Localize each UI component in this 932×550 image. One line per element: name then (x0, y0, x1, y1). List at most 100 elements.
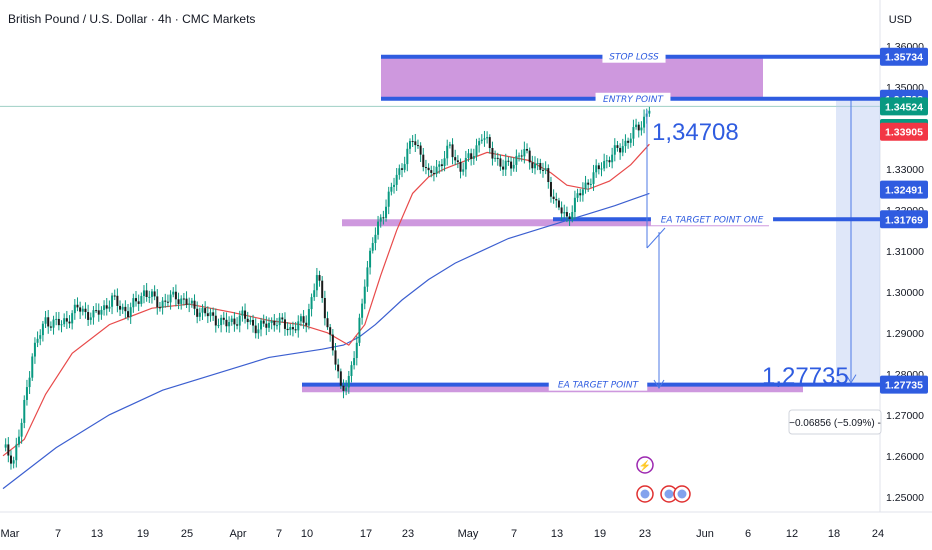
candle-body (291, 327, 294, 330)
candle-body (95, 310, 98, 312)
candle-body (89, 317, 92, 320)
price-tag-label: 1.32491 (885, 185, 923, 197)
x-tick-label: 25 (181, 528, 193, 540)
candle-body (182, 298, 185, 300)
x-tick-label: 13 (551, 528, 563, 540)
candle-body (350, 365, 353, 376)
candle-body (592, 172, 595, 184)
candle-body (265, 323, 268, 328)
candle-body (329, 327, 332, 335)
candle-body (36, 338, 39, 343)
level-label: EA TARGET POINT (558, 381, 640, 391)
candle-body (33, 342, 36, 357)
candle-body (382, 217, 385, 219)
candle-body (84, 308, 87, 313)
candle-body (345, 387, 348, 391)
x-tick-label: 24 (872, 528, 884, 540)
candle-body (416, 145, 419, 147)
candle-body (339, 371, 342, 386)
level-label-bg (595, 92, 671, 105)
candle-body (135, 298, 137, 302)
x-tick-label: Apr (229, 528, 246, 540)
candle-body (603, 161, 606, 169)
price-tag (880, 47, 928, 66)
candle-body (565, 212, 568, 217)
candle-body (103, 305, 106, 310)
candle-body (544, 168, 547, 171)
candle-body (150, 291, 153, 297)
candle-body (448, 144, 451, 146)
candle-body (236, 324, 239, 326)
level-label: STOP LOSS (609, 53, 659, 63)
candle-body (305, 322, 308, 326)
candle-body (299, 316, 302, 322)
x-tick-label: Mar (1, 528, 20, 540)
candle-body (385, 206, 388, 218)
candle-body (44, 317, 47, 324)
candle-body (507, 160, 510, 162)
candle-body (65, 318, 68, 322)
candle-body (435, 166, 438, 174)
candle-body (73, 304, 76, 314)
candle-body (129, 307, 132, 318)
candle-body (398, 168, 401, 175)
candle-body (579, 193, 582, 196)
candle-body (419, 145, 422, 155)
candle-body (246, 318, 249, 323)
candle-body (145, 290, 148, 298)
candle-body (268, 322, 270, 328)
entry-annotation: 1,34708 (652, 119, 739, 146)
candle-body (57, 318, 60, 326)
candle-body (275, 325, 278, 327)
y-tick-label: 1.30000 (886, 287, 924, 299)
candle-body (555, 198, 558, 201)
candle-body (478, 141, 481, 146)
candle-body (571, 212, 574, 220)
candle-body (358, 317, 361, 343)
candle-body (270, 320, 273, 323)
candle-body (222, 317, 225, 320)
projection-range (836, 98, 880, 385)
candle-body (483, 138, 486, 140)
candle-body (390, 186, 393, 192)
candle-body (643, 116, 646, 128)
candle-body (608, 160, 611, 163)
chart-title: British Pound / U.S. Dollar · 4h · CMC M… (8, 12, 256, 26)
candle-body (252, 319, 255, 326)
candle-body (408, 141, 411, 149)
candle-body (531, 162, 534, 169)
x-tick-label: 10 (301, 528, 313, 540)
candle-body (201, 308, 204, 313)
candle-body (557, 200, 560, 208)
candle-body (87, 312, 90, 320)
candle-body (278, 317, 281, 326)
candle-body (632, 127, 635, 139)
candle-body (347, 375, 350, 388)
candle-body (302, 316, 305, 323)
candle-body (502, 166, 505, 170)
move-arrow-one-tail (646, 227, 666, 249)
price-tag (880, 97, 928, 116)
candle-body (49, 326, 52, 328)
candle-body (432, 172, 435, 174)
candle-body (127, 311, 130, 318)
candle-body (377, 221, 380, 235)
candle-body (486, 137, 489, 139)
level-label: EA TARGET POINT ONE (661, 215, 764, 225)
price-tag-label: 1.33905 (885, 127, 923, 139)
event-lightning-glyph: ⚡ (639, 459, 651, 472)
candle-body (79, 307, 82, 312)
candle-body (470, 153, 473, 159)
candle-body (387, 191, 390, 207)
candle-body (190, 300, 193, 304)
currency-label[interactable]: USD (888, 14, 912, 26)
candle-body (124, 306, 127, 312)
candle-body (584, 182, 587, 190)
candle-body (443, 158, 446, 167)
price-tag (880, 375, 928, 394)
measure-label: −0.06856 (−5.09%) - (789, 418, 881, 429)
candle-body (637, 124, 640, 131)
candle-body (315, 275, 318, 291)
level-label-bg (602, 50, 666, 63)
